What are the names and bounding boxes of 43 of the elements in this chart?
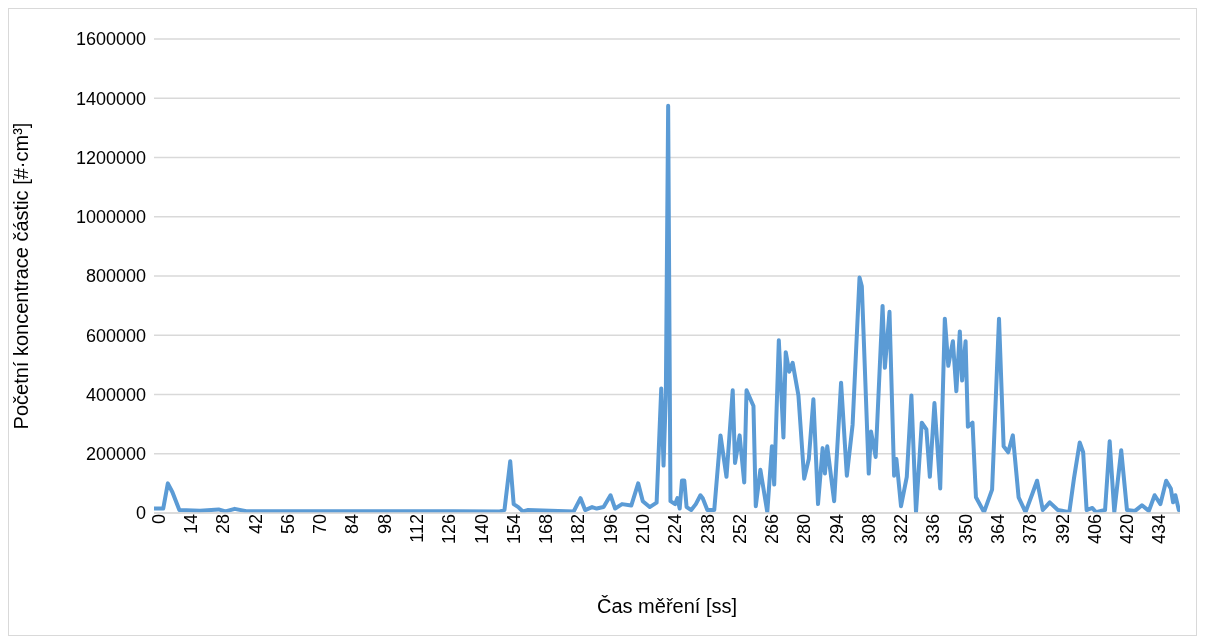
x-tick-label: 182 — [568, 514, 589, 545]
y-tick-label: 1200000 — [75, 147, 146, 168]
x-tick-label: 0 — [148, 514, 169, 525]
x-tick-label: 28 — [213, 514, 234, 535]
y-tick-label: 600000 — [85, 325, 146, 346]
x-tick-label: 42 — [245, 514, 266, 535]
x-tick-label: 70 — [310, 514, 331, 535]
x-tick-label: 378 — [1020, 514, 1041, 545]
x-tick-label: 224 — [665, 514, 686, 545]
x-tick-label: 434 — [1149, 514, 1170, 545]
x-axis-title: Čas měření [ss] — [596, 595, 738, 617]
x-tick-label: 308 — [858, 514, 879, 545]
line-series — [154, 103, 1180, 513]
x-tick-label: 420 — [1117, 514, 1138, 545]
y-tick-label: 800000 — [85, 266, 146, 287]
x-tick-label: 252 — [729, 514, 750, 545]
x-tick-label: 168 — [536, 514, 557, 545]
x-tick-label: 140 — [471, 514, 492, 545]
x-tick-label: 98 — [374, 514, 395, 535]
x-tick-label: 266 — [762, 514, 783, 545]
x-tick-label: 350 — [955, 514, 976, 545]
x-tick-label: 84 — [342, 514, 363, 535]
x-tick-label: 14 — [181, 514, 202, 535]
y-tick-label: 200000 — [85, 444, 146, 465]
y-tick-label: 1600000 — [75, 29, 146, 50]
x-tick-label: 154 — [503, 514, 524, 545]
x-tick-label: 112 — [407, 514, 428, 543]
y-axis-title: Početní koncentrace částic [#·cm³] — [10, 122, 33, 430]
x-tick-label: 336 — [923, 514, 944, 545]
y-tick-label: 1400000 — [75, 88, 146, 109]
x-tick-label: 210 — [632, 514, 653, 545]
y-tick-label: 1000000 — [75, 207, 146, 228]
x-tick-label: 322 — [891, 514, 912, 545]
x-tick-label: 196 — [600, 514, 621, 545]
y-tick-label: 400000 — [85, 384, 146, 405]
x-tick-label: 406 — [1084, 514, 1105, 545]
x-tick-label: 126 — [439, 514, 460, 545]
x-tick-label: 294 — [826, 514, 847, 545]
x-tick-label: 364 — [988, 514, 1009, 545]
x-tick-label: 238 — [697, 514, 718, 545]
x-tick-label: 392 — [1052, 514, 1073, 545]
x-tick-label: 56 — [277, 514, 298, 535]
x-tick-label: 280 — [794, 514, 815, 545]
